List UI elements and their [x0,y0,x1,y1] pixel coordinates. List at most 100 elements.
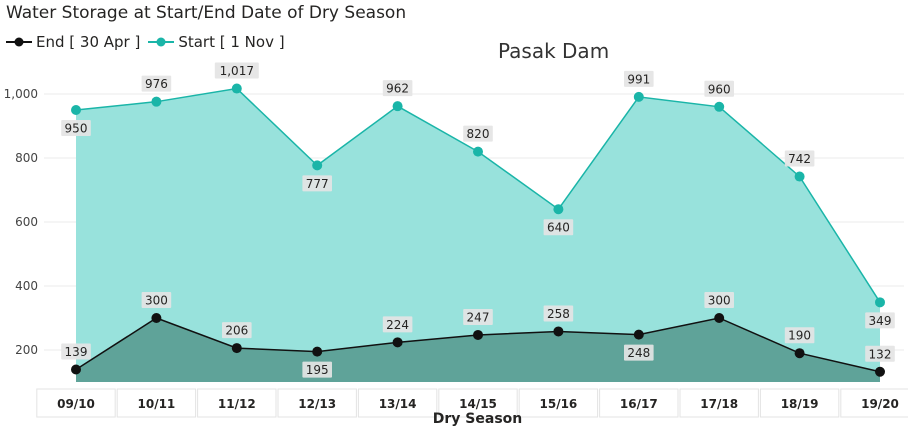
x-category-box [357,388,438,418]
end-data-label-bg [141,292,172,308]
start-data-label: 349 [869,314,892,328]
end-data-label: 258 [547,307,570,321]
start-data-label-bg [865,312,895,329]
end-data-label: 224 [386,318,409,332]
x-tick-label: 10/11 [138,397,176,411]
end-point [71,364,81,375]
start-data-label: 960 [708,82,731,96]
start-point [151,96,162,107]
end-point [714,313,725,323]
x-tick-label: 19/20 [861,397,899,411]
start-data-label: 962 [386,82,409,96]
x-category-box [197,388,277,418]
x-category-box [116,388,197,418]
x-tick-label: 13/14 [379,397,417,411]
end-area [76,318,880,382]
x-tick-label: 15/16 [540,397,578,411]
y-tick-label: 400 [15,279,38,293]
x-category-box [759,388,840,418]
legend-marker-start-icon [148,37,175,47]
x-axis-title: Dry Season [432,411,523,427]
y-tick-label: 800 [15,151,38,165]
start-data-label: 742 [788,152,811,166]
end-data-label: 300 [145,294,168,308]
x-tick-label: 17/18 [700,397,738,411]
end-data-label-bg [865,345,895,362]
start-point [231,83,242,94]
x-category-box [277,388,357,418]
x-tick-label: 11/12 [218,397,256,411]
start-data-label: 991 [627,72,650,86]
x-category-box [599,388,679,418]
start-point [473,146,483,157]
start-data-label-bg [141,75,172,92]
y-tick-label: 600 [15,215,38,229]
legend-item-start[interactable]: Start [ 1 Nov ] [148,33,285,51]
start-data-label-bg [61,120,91,136]
start-point [312,160,323,171]
end-data-label-bg [222,322,252,339]
chart-subtitle: Pasak Dam [498,39,610,63]
x-tick-label: 09/10 [57,397,95,411]
x-category-box [518,388,599,418]
y-tick-label: 1,000 [4,87,38,101]
start-data-label-bg [704,80,734,97]
start-data-label-bg [463,125,493,142]
end-point [151,313,162,323]
start-data-label-bg [624,70,654,87]
x-category-box [840,388,908,418]
start-data-label: 976 [145,77,168,91]
end-data-label-bg [463,308,493,325]
start-data-label-bg [784,150,815,167]
start-point [875,297,885,308]
end-data-label: 139 [65,345,88,359]
end-data-label: 300 [708,294,731,308]
start-data-label: 640 [547,221,570,235]
legend-label-start: Start [ 1 Nov ] [178,33,285,51]
x-category-box [36,388,116,418]
start-point [71,105,81,115]
end-data-label-bg [704,292,734,308]
end-data-label-bg [61,343,91,360]
end-data-label-bg [624,344,654,361]
end-data-label-bg [302,361,332,378]
start-point [794,171,805,182]
end-data-label-bg [543,305,574,322]
start-data-label-bg [302,175,332,192]
end-data-label: 247 [467,310,490,324]
start-data-label: 950 [65,122,88,136]
start-point [553,204,564,215]
end-point [553,326,564,337]
end-point [794,348,805,359]
end-data-label: 206 [225,324,248,338]
legend-marker-end-icon [6,37,32,47]
x-tick-label: 16/17 [620,397,658,411]
start-data-label-bg [214,62,259,79]
legend-item-end[interactable]: End [ 30 Apr ] [6,33,140,51]
end-data-label-bg [784,327,815,344]
start-data-label-bg [382,80,413,97]
end-point [231,343,242,354]
start-data-label: 1,017 [220,64,254,78]
end-data-label: 195 [306,363,329,377]
end-point [875,366,885,377]
start-area [76,88,880,382]
x-tick-label: 18/19 [781,397,819,411]
start-data-label-bg [543,219,574,236]
end-data-label: 132 [869,347,892,361]
start-point [633,91,644,102]
end-data-label: 248 [627,346,650,360]
end-point [312,346,323,357]
start-data-label: 820 [467,127,490,141]
end-point [392,337,403,348]
end-point [633,329,644,340]
end-data-label-bg [382,316,413,333]
chart-title: Water Storage at Start/End Date of Dry S… [6,3,407,23]
x-tick-label: 12/13 [298,397,336,411]
end-data-label: 190 [788,329,811,343]
start-point [714,101,725,112]
legend[interactable]: End [ 30 Apr ] Start [ 1 Nov ] [6,33,293,51]
legend-label-end: End [ 30 Apr ] [36,33,141,51]
end-point [473,329,483,340]
